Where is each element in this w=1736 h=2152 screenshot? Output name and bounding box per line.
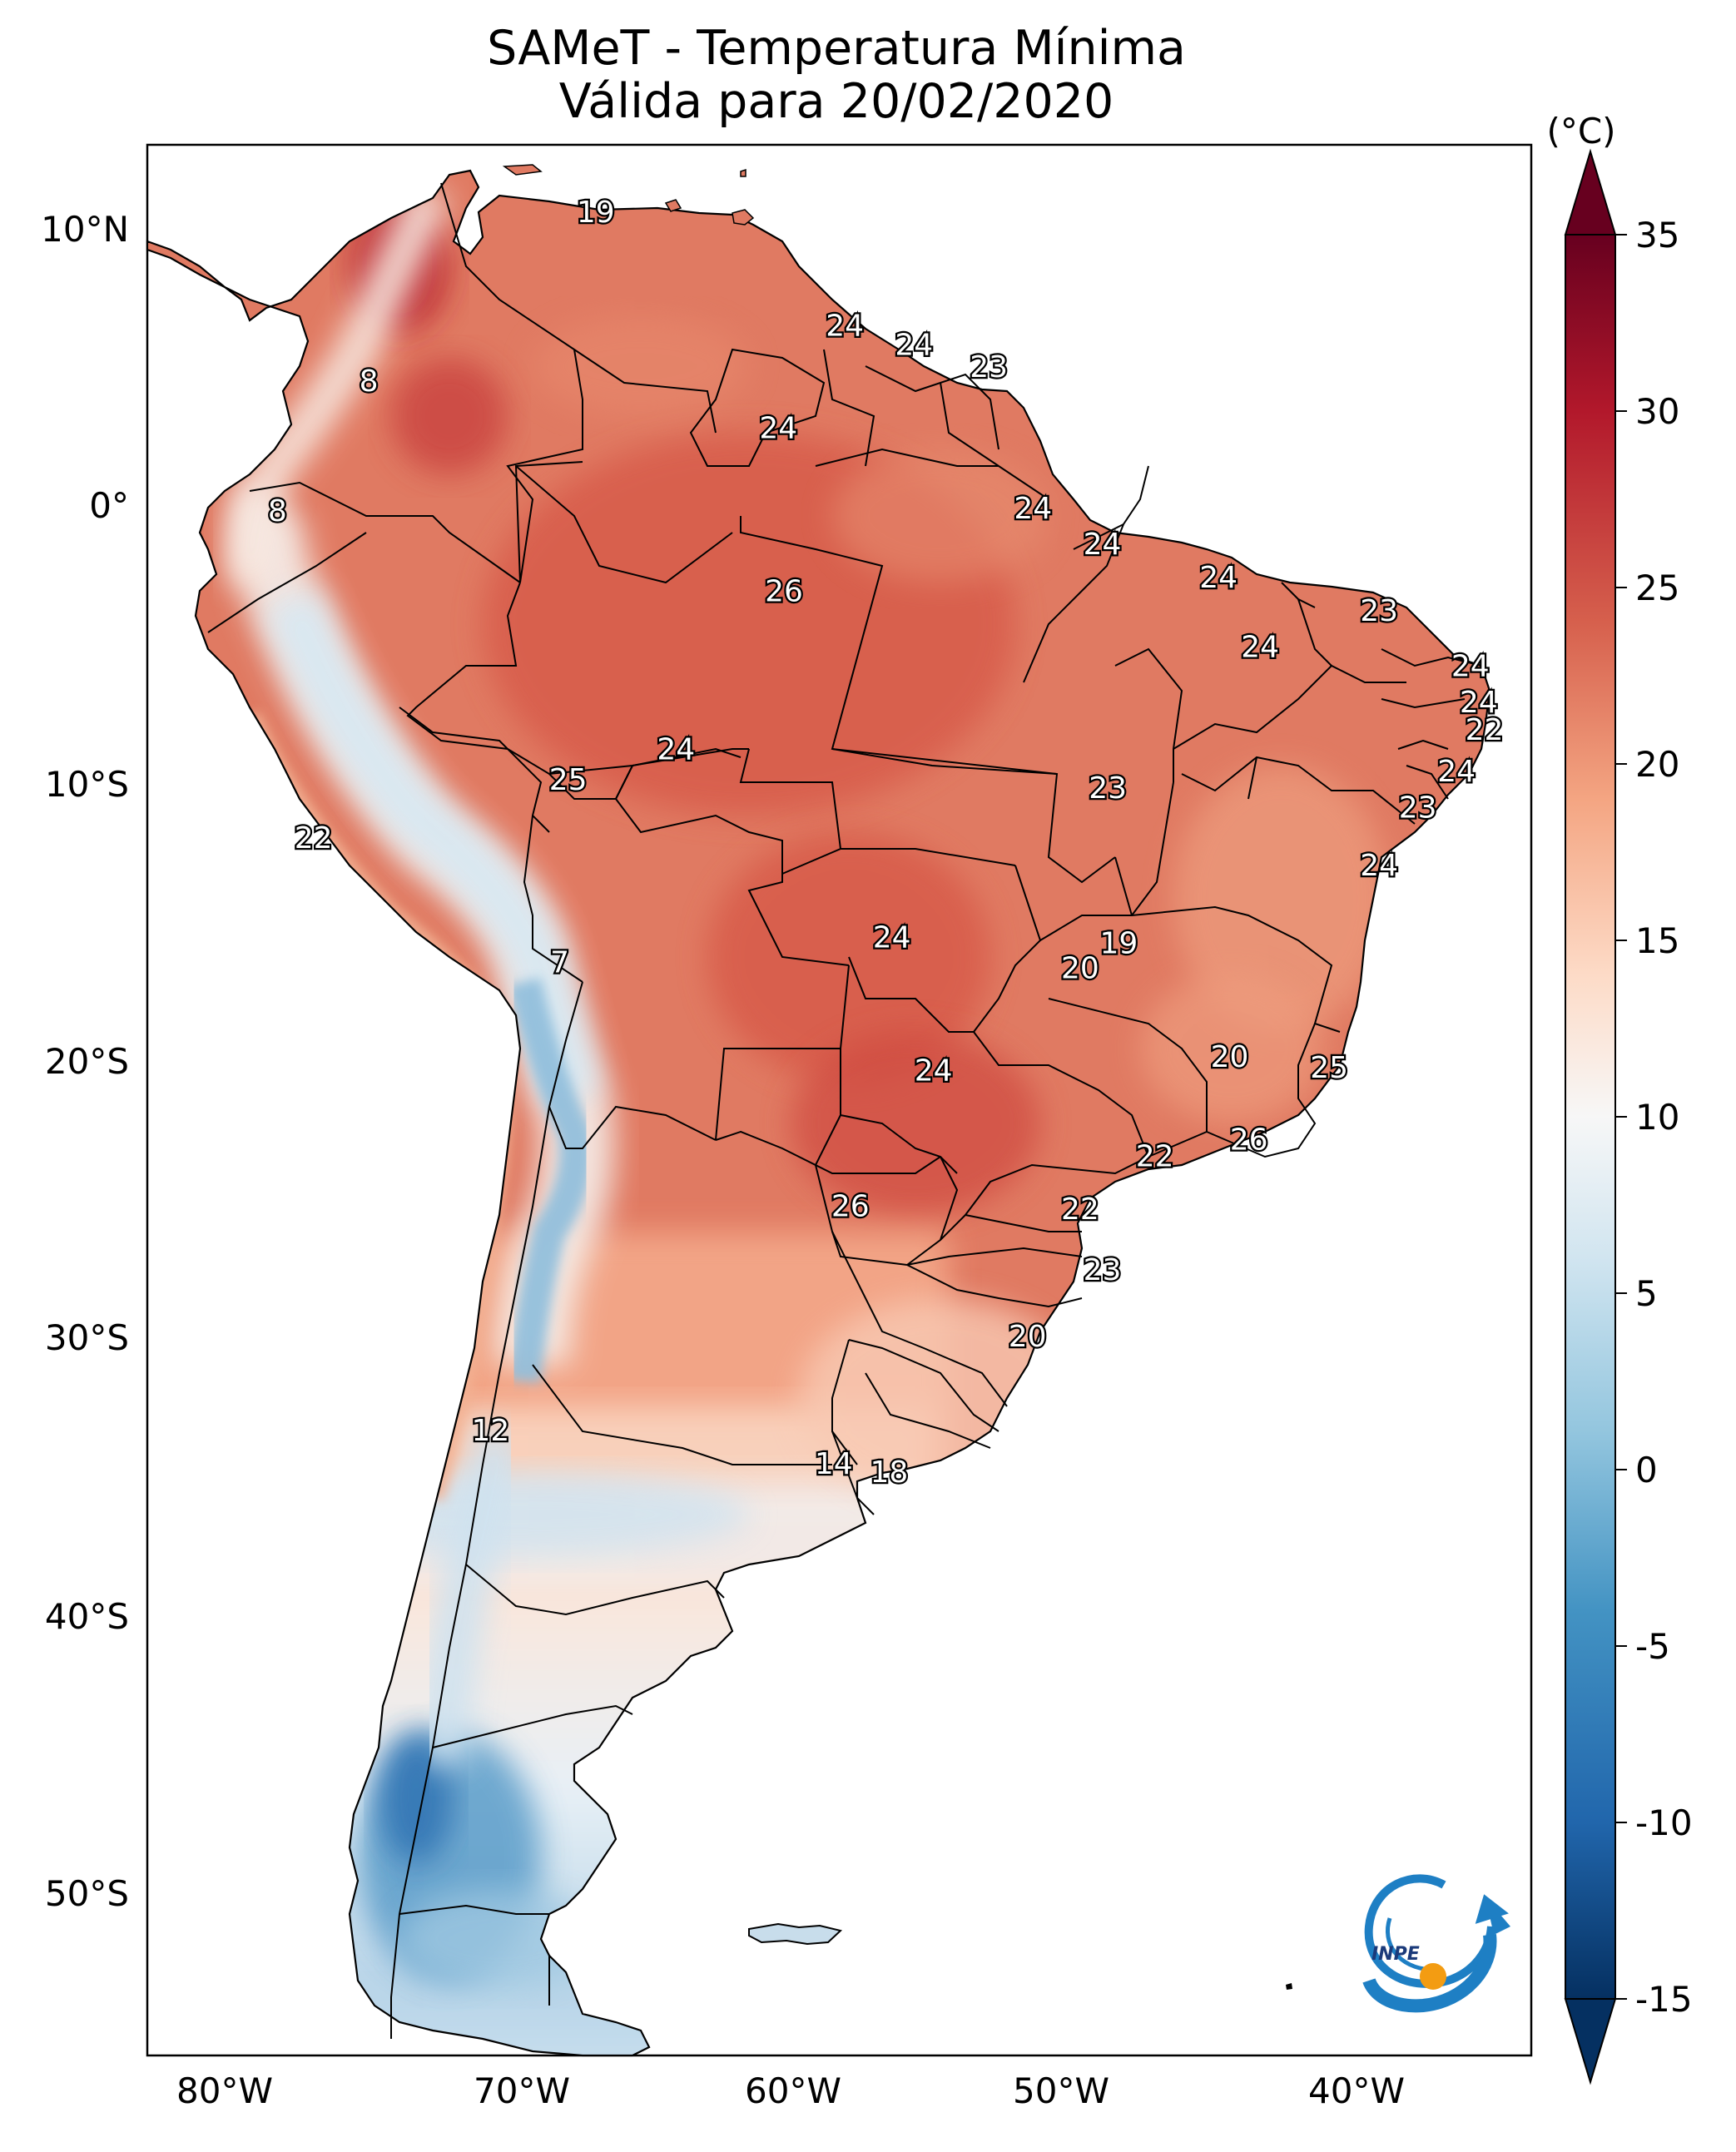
title-line-2: Válida para 20/02/2020	[558, 74, 1114, 129]
lon-tick-label: 70°W	[474, 2070, 570, 2111]
colorbar-tick-label: 30	[1635, 391, 1679, 432]
colorbar-tick-label: -15	[1635, 1979, 1693, 2020]
inpe-logo: INPE	[1362, 1874, 1510, 2013]
station-value-label: 14	[815, 1447, 853, 1481]
station-value-label: 23	[1360, 594, 1398, 628]
colorbar-tick-label: 20	[1635, 744, 1679, 785]
lon-tick-label: 60°W	[745, 2070, 841, 2111]
station-value-label: 24	[1437, 755, 1476, 789]
lon-tick-label: 40°W	[1308, 2070, 1405, 2111]
station-value-label: 25	[549, 763, 588, 797]
falkland-islands	[748, 1922, 843, 1946]
station-value-label: 24	[1014, 492, 1052, 526]
map-title: SAMeT - Temperatura Mínima Válida para 2…	[133, 22, 1540, 128]
station-value-label: 24	[895, 329, 933, 363]
station-value-label: 23	[1084, 1253, 1122, 1287]
station-value-label: 22	[1136, 1140, 1174, 1174]
station-value-label: 24	[657, 732, 695, 766]
caribbean-islands	[502, 164, 755, 226]
station-value-label: 19	[577, 196, 615, 230]
station-value-label: 18	[870, 1455, 908, 1490]
station-value-label: 25	[1310, 1051, 1348, 1085]
station-value-label: 24	[873, 921, 911, 955]
colorbar-extend-top	[1564, 148, 1617, 236]
station-value-label: 24	[1084, 528, 1122, 562]
longitude-tick-labels: 80°W 70°W 60°W 50°W 40°W	[176, 2070, 1405, 2111]
colorbar-extend-bottom	[1564, 1998, 1617, 2085]
station-value-label: 24	[1241, 630, 1279, 664]
station-value-label: 20	[1009, 1320, 1047, 1354]
title-line-1: SAMeT - Temperatura Mínima	[487, 21, 1186, 76]
station-value-label: 22	[295, 821, 333, 855]
station-value-label: 26	[831, 1189, 870, 1223]
station-value-label: 26	[765, 575, 803, 609]
station-value-label: 12	[471, 1414, 509, 1448]
galapagos-nearby	[1286, 1983, 1292, 1990]
lon-tick-label: 50°W	[1013, 2070, 1109, 2111]
inpe-logo-text: INPE	[1371, 1944, 1420, 1965]
station-value-label: 20	[1211, 1040, 1249, 1074]
colorbar-tick-label: 25	[1635, 568, 1679, 608]
colorbar-tick-label: -10	[1635, 1802, 1693, 1843]
colorbar-tick-label: 10	[1635, 1097, 1679, 1138]
station-value-label: 22	[1061, 1193, 1099, 1227]
lat-tick-label: 10°N	[41, 209, 129, 250]
lat-tick-label: 0°	[89, 485, 129, 526]
colorbar-tick-label: -5	[1635, 1626, 1670, 1667]
station-value-label: 20	[1061, 951, 1099, 985]
lat-tick-label: 20°S	[45, 1041, 129, 1082]
station-value-label: 24	[1199, 561, 1238, 595]
colorbar-bar	[1565, 234, 1616, 2000]
lat-tick-label: 40°S	[45, 1596, 129, 1637]
colorbar-tick-label: 15	[1635, 920, 1679, 961]
country-state-borders	[207, 182, 1482, 2039]
station-value-label: 24	[1451, 650, 1490, 684]
station-value-label: 22	[1466, 713, 1504, 747]
colorbar-unit: (°C)	[1546, 111, 1615, 151]
station-value-label: 7	[550, 946, 569, 980]
station-value-label: 24	[1360, 849, 1398, 883]
colorbar: (°C) 35 30 25 20 15 10 5 0 -5 -10 -15	[1546, 111, 1693, 2085]
station-value-label: 23	[1399, 791, 1437, 825]
station-value-label: 26	[1230, 1123, 1268, 1158]
station-value-label: 24	[915, 1054, 953, 1088]
station-value-label: 8	[268, 494, 287, 528]
colorbar-tick-label: 35	[1635, 215, 1679, 255]
station-value-label: 23	[1089, 771, 1127, 806]
lon-tick-label: 80°W	[176, 2070, 273, 2111]
colorbar-tick-label: 0	[1635, 1450, 1658, 1490]
colorbar-tick-label: 5	[1635, 1273, 1658, 1314]
station-value-label: 24	[826, 309, 864, 343]
station-value-label: 8	[360, 364, 379, 399]
station-value-label: 19	[1099, 926, 1138, 960]
lat-tick-label: 30°S	[45, 1317, 129, 1358]
lat-tick-label: 50°S	[45, 1873, 129, 1914]
station-value-label: 23	[970, 350, 1008, 384]
station-value-label: 24	[759, 411, 797, 445]
lat-tick-label: 10°S	[45, 764, 129, 805]
station-value-label: 24	[1460, 686, 1498, 720]
latitude-tick-labels: 10°N 0° 10°S 20°S 30°S 40°S 50°S	[41, 209, 129, 1914]
